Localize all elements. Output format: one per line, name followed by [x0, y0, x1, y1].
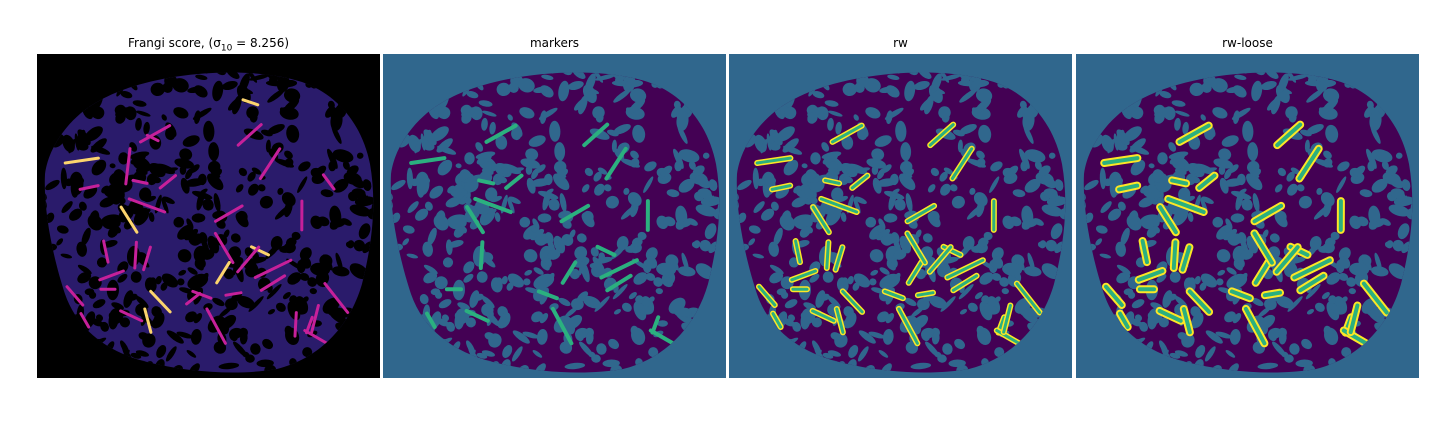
rw-loose-svg — [1076, 54, 1419, 378]
markers-image — [383, 54, 726, 378]
rw-svg — [729, 54, 1072, 378]
markers-svg — [383, 54, 726, 378]
panel-title-rw-loose: rw-loose — [1222, 36, 1273, 50]
rw-loose-image — [1076, 54, 1419, 378]
rw-image — [729, 54, 1072, 378]
panel-title-markers: markers — [529, 36, 580, 50]
panel-title-frangi: Frangi score, (σ10 = 8.256) — [127, 36, 290, 54]
frangi-score-svg — [37, 54, 380, 378]
panel-title-rw: rw — [893, 36, 908, 50]
frangi-score-image — [37, 54, 380, 378]
